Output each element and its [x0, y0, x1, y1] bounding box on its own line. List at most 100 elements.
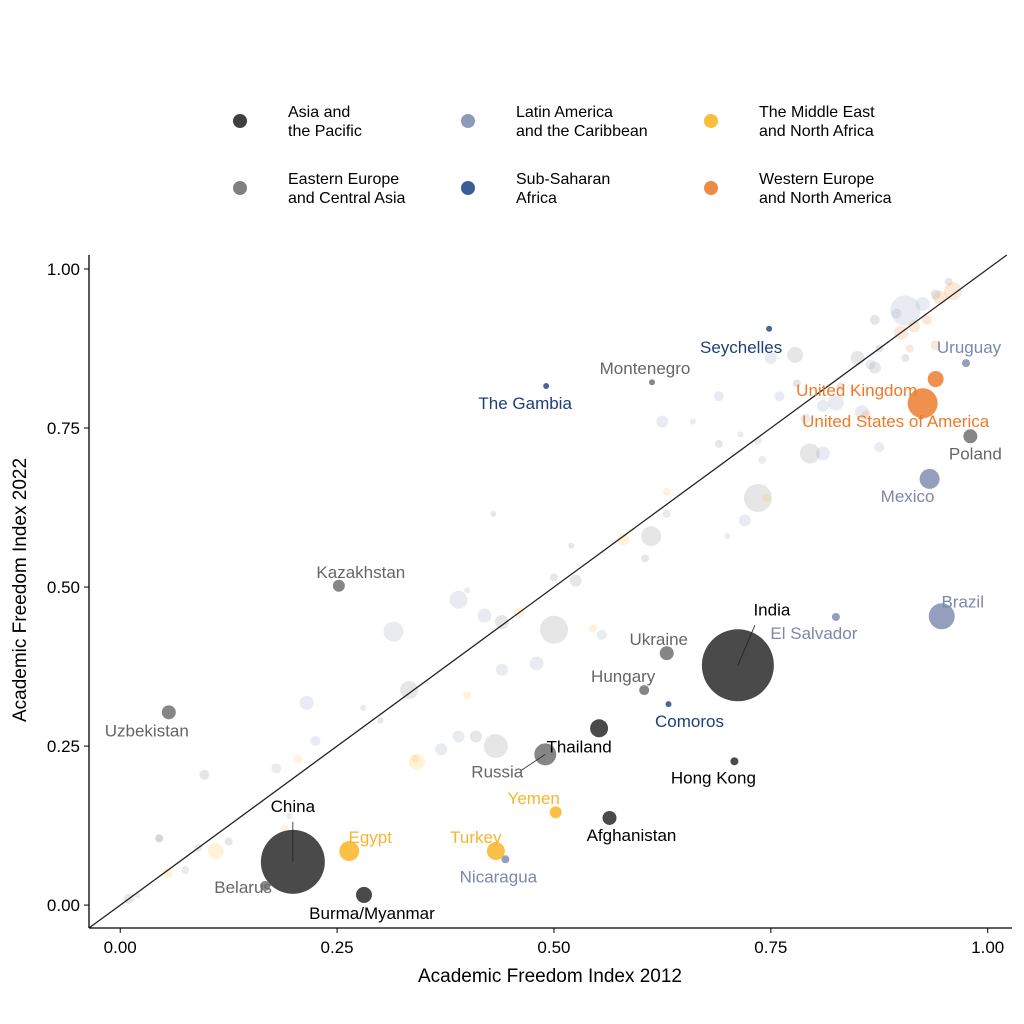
background-point [836, 382, 845, 391]
background-point [294, 754, 303, 763]
background-point [494, 615, 509, 630]
y-axis-label: Academic Freedom Index 2022 [10, 458, 31, 722]
background-point [758, 455, 767, 464]
point-label: Burma/Myanmar [309, 904, 435, 923]
background-point [617, 533, 630, 546]
point-uruguay [962, 359, 971, 368]
point-label: United Kingdom [796, 381, 917, 400]
background-point [452, 730, 465, 743]
point-nicaragua [501, 855, 510, 864]
background-point [792, 379, 801, 388]
point-label: United States of America [802, 412, 990, 431]
point-montenegro [648, 379, 655, 386]
point-label: Uzbekistan [105, 721, 189, 740]
background-point [689, 418, 696, 425]
point-label: Brazil [941, 592, 984, 611]
point-yemen [549, 806, 562, 819]
point-label: Ukraine [629, 630, 688, 649]
background-point [568, 542, 575, 549]
legend-label-eeca: Eastern Europe and Central Asia [288, 171, 406, 207]
point-brazil [928, 603, 955, 630]
background-point [905, 344, 914, 353]
point-hungary [639, 685, 650, 696]
point-turkey [486, 842, 505, 861]
background-point [299, 695, 314, 710]
background-point [449, 590, 468, 609]
legend-label-asia: Asia and the Pacific [288, 104, 362, 140]
background-point [662, 487, 671, 496]
background-point [529, 656, 544, 671]
background-point [641, 554, 650, 563]
legend: Asia and the Pacific Latin America and the … [233, 104, 892, 207]
point-label: Poland [949, 444, 1002, 463]
background-point [400, 681, 419, 700]
background-point [944, 282, 963, 301]
legend-label-ssa: Sub-Saharan Africa [516, 171, 610, 207]
point-uzbekistan [161, 705, 176, 720]
label-leader-line [737, 625, 756, 666]
background-point [815, 446, 830, 461]
background-point [286, 813, 293, 820]
point-united-states-of-america [907, 388, 938, 419]
y-tick-label: 0.25 [47, 737, 80, 756]
point-label: Russia [471, 762, 524, 781]
background-point [868, 361, 881, 374]
background-point [199, 769, 210, 780]
point-label: Seychelles [700, 338, 782, 357]
background-point [890, 295, 921, 326]
background-point [408, 753, 425, 770]
background-point [569, 574, 582, 587]
background-point [435, 743, 448, 756]
background-point [596, 629, 607, 640]
x-tick-label: 0.00 [104, 938, 137, 957]
point-label: Mexico [881, 487, 935, 506]
background-point [850, 351, 865, 366]
legend-swatch-mena [704, 114, 718, 128]
point-kazakhstan [332, 579, 345, 592]
legend-label-mena: The Middle East and North Africa [759, 104, 875, 140]
point-label: India [753, 600, 790, 619]
reference-line-y-equals-x [88, 254, 1008, 929]
background-point [549, 573, 558, 582]
y-tick-label: 0.75 [47, 419, 80, 438]
point-label: Yemen [508, 789, 560, 808]
x-tick-label: 0.75 [754, 938, 787, 957]
point-comoros [665, 701, 672, 708]
point-united-kingdom [927, 371, 944, 388]
legend-label-latam: Latin America and the Caribbean [516, 104, 648, 140]
background-point [861, 410, 872, 421]
background-point [162, 868, 173, 879]
point-hong-kong [730, 757, 739, 766]
background-point [738, 514, 751, 527]
label-leader-line [521, 754, 546, 771]
legend-swatch-wena [704, 181, 718, 195]
background-point [360, 704, 367, 711]
point-egypt [339, 841, 360, 862]
background-point [724, 533, 731, 540]
background-point [854, 405, 869, 420]
point-label: Montenegro [600, 359, 691, 378]
background-point [799, 443, 820, 464]
background-point [764, 352, 777, 365]
background-point [656, 415, 669, 428]
point-label: Nicaragua [460, 867, 538, 886]
background-point [891, 308, 902, 319]
point-ukraine [659, 646, 674, 661]
background-point [463, 691, 472, 700]
background-point [224, 837, 233, 846]
point-label: China [271, 797, 316, 816]
point-the-gambia [543, 383, 550, 390]
legend-label-wena: Western Europe and North America [759, 171, 892, 207]
point-afghanistan [602, 810, 617, 825]
background-point [641, 526, 662, 547]
background-point [490, 510, 497, 517]
point-seychelles [766, 325, 773, 332]
background-point [800, 413, 811, 424]
point-label: Turkey [450, 828, 502, 847]
background-point [901, 354, 910, 363]
background-point [774, 391, 785, 402]
background-point [662, 509, 671, 518]
background-point [743, 483, 772, 512]
point-belarus [260, 881, 271, 892]
